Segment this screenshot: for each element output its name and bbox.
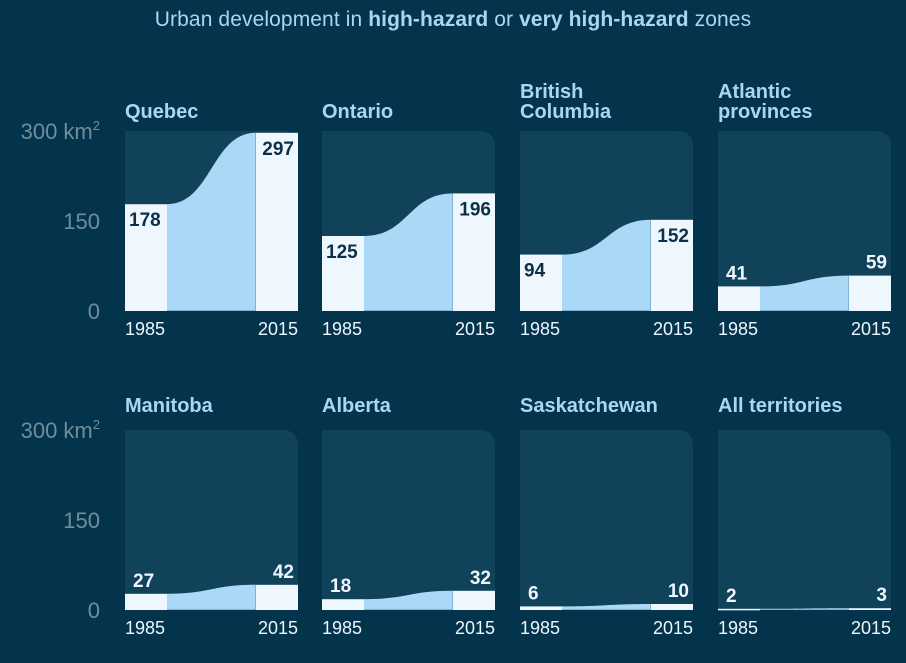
data-label: 152 xyxy=(657,226,689,247)
bar-2015 xyxy=(256,584,298,610)
bar-2015 xyxy=(651,219,693,311)
panel-title: Atlantic xyxy=(718,81,791,103)
data-label: 41 xyxy=(726,263,748,284)
x-tick-label: 1985 xyxy=(322,319,362,339)
data-label: 59 xyxy=(866,253,887,274)
bar-1985 xyxy=(718,286,760,311)
x-tick-label: 2015 xyxy=(455,319,495,339)
connector-area xyxy=(562,219,651,311)
connector-area xyxy=(167,132,256,311)
y-tick-text: 0 xyxy=(88,598,100,623)
panel-title: Ontario xyxy=(322,101,393,123)
connector-area xyxy=(562,604,651,610)
title-part: zones xyxy=(688,8,752,31)
data-label: 2 xyxy=(726,586,737,607)
connector-area xyxy=(364,193,453,311)
panel-title: British xyxy=(520,81,583,103)
bar-2015 xyxy=(651,604,693,610)
data-label: 27 xyxy=(133,571,154,592)
data-label: 94 xyxy=(524,261,546,282)
connector-area xyxy=(167,584,256,610)
x-tick-label: 1985 xyxy=(125,319,165,339)
y-tick-label: 300 km2 xyxy=(21,118,100,144)
panel-background xyxy=(718,430,891,610)
data-label: 6 xyxy=(528,583,539,604)
x-tick-label: 1985 xyxy=(718,319,758,339)
bar-1985 xyxy=(125,204,167,311)
bar-1985 xyxy=(520,606,562,610)
y-tick-text: 300 km xyxy=(21,418,93,443)
panel-title: Saskatchewan xyxy=(520,395,658,417)
data-label: 178 xyxy=(129,210,161,231)
bar-2015 xyxy=(849,608,891,610)
y-tick-superscript: 2 xyxy=(93,118,100,133)
x-tick-label: 2015 xyxy=(258,319,298,339)
x-tick-label: 2015 xyxy=(851,319,891,339)
y-tick-text: 150 xyxy=(63,508,100,533)
y-tick-label: 150 xyxy=(63,508,100,533)
panel-background xyxy=(520,430,693,610)
bar-1985 xyxy=(125,593,167,610)
data-label: 32 xyxy=(470,568,491,589)
y-tick-label: 0 xyxy=(88,299,100,324)
data-label: 125 xyxy=(326,242,358,263)
y-tick-text: 300 km xyxy=(21,119,93,144)
panel-title: Alberta xyxy=(322,395,392,417)
x-tick-label: 1985 xyxy=(520,319,560,339)
panel-title: Manitoba xyxy=(125,395,214,417)
x-tick-label: 2015 xyxy=(851,618,891,638)
x-tick-label: 1985 xyxy=(322,618,362,638)
title-part-bold: very high-hazard xyxy=(519,8,689,31)
chart-title: Urban development in high-hazard or very… xyxy=(0,8,906,32)
connector-area xyxy=(760,275,849,311)
data-label: 10 xyxy=(668,581,689,602)
bar-2015 xyxy=(256,132,298,311)
panel-background xyxy=(322,430,495,610)
data-label: 42 xyxy=(273,562,294,583)
x-tick-label: 2015 xyxy=(653,618,693,638)
bar-1985 xyxy=(718,608,760,611)
x-tick-label: 1985 xyxy=(520,618,560,638)
panel-title: All territories xyxy=(718,395,842,417)
connector-area xyxy=(364,590,453,610)
title-part-bold: high-hazard xyxy=(368,8,489,31)
bar-1985 xyxy=(520,254,562,311)
data-label: 196 xyxy=(459,199,491,220)
panel-title: Columbia xyxy=(520,101,612,123)
title-part: Urban development in xyxy=(154,8,369,31)
x-tick-label: 2015 xyxy=(653,319,693,339)
y-tick-label: 150 xyxy=(63,209,100,234)
bar-2015 xyxy=(849,275,891,311)
x-tick-label: 2015 xyxy=(258,618,298,638)
y-tick-superscript: 2 xyxy=(93,417,100,432)
panel-background xyxy=(125,430,298,610)
panel-background xyxy=(718,131,891,311)
bar-1985 xyxy=(322,236,364,311)
x-tick-label: 1985 xyxy=(125,618,165,638)
data-label: 18 xyxy=(330,576,351,597)
bar-1985 xyxy=(322,599,364,610)
panel-title: provinces xyxy=(718,101,812,123)
panel-title: Quebec xyxy=(125,101,198,123)
data-label: 297 xyxy=(262,139,294,160)
y-tick-label: 300 km2 xyxy=(21,417,100,443)
title-part: or xyxy=(488,8,520,31)
data-label: 3 xyxy=(876,585,887,606)
y-tick-label: 0 xyxy=(88,598,100,623)
bar-2015 xyxy=(453,590,495,610)
x-tick-label: 1985 xyxy=(718,618,758,638)
y-tick-text: 150 xyxy=(63,209,100,234)
y-tick-text: 0 xyxy=(88,299,100,324)
x-tick-label: 2015 xyxy=(455,618,495,638)
bar-2015 xyxy=(453,193,495,311)
